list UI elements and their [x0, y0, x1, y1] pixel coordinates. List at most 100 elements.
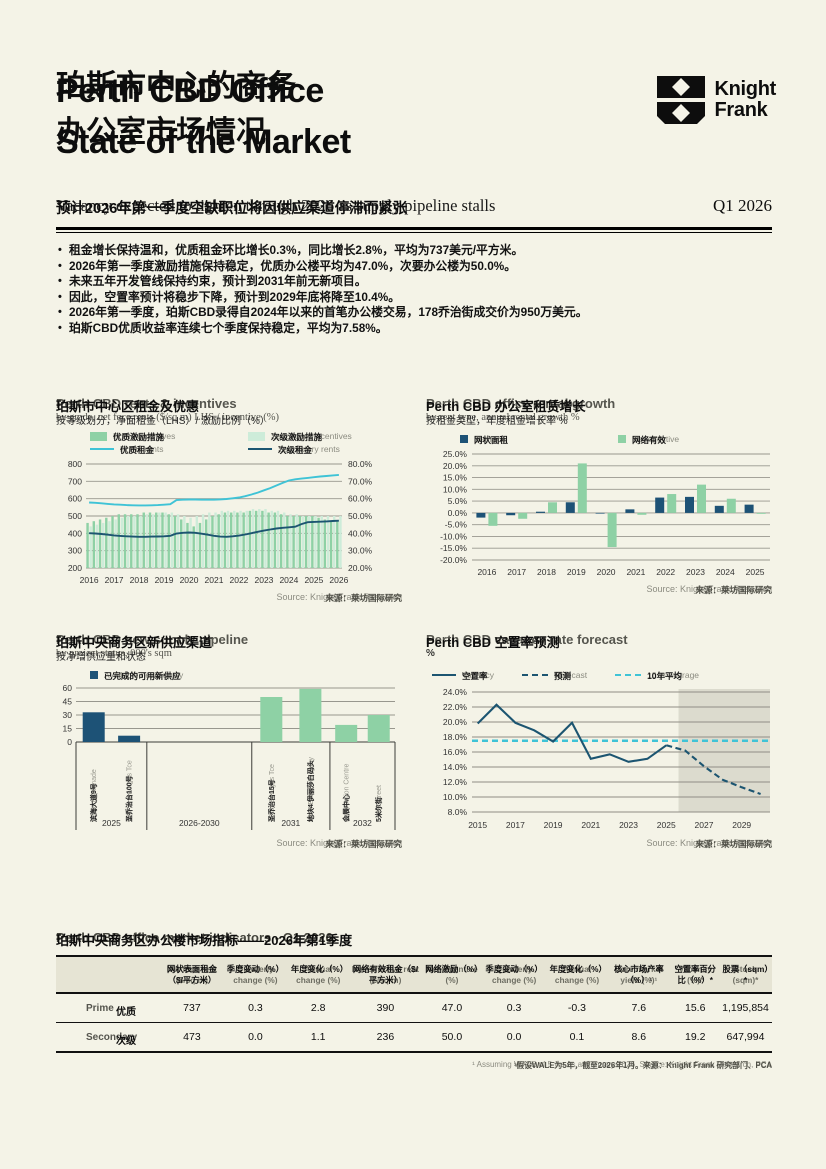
table-cell: 1,195,854	[722, 1002, 769, 1014]
rents-incentives-plot: 200 20.0% 300 30.0% 400 40.0% 500 50.0% 600 60.0%…	[68, 459, 373, 585]
svg-text:2016: 2016	[80, 575, 99, 585]
svg-text:60: 60	[63, 683, 73, 693]
rental-growth-plot: -20.0% -15.0% -10.0%-5.0% 0.0% 5.0% 10.0%15.0…	[440, 449, 770, 577]
bullet-item: 未来五年开发管线保持约束，预计到2031年前无新项目。	[58, 274, 738, 290]
svg-text:2020: 2020	[180, 575, 199, 585]
table-cell: 0.0	[480, 1022, 548, 1052]
bullet-item: 租金增长保持温和，优质租金环比增长0.3%，同比增长2.8%，平均为737美元/…	[58, 243, 738, 259]
legend-label-zh: 预测	[553, 670, 571, 681]
svg-text:2019: 2019	[567, 567, 586, 577]
table-cell: 737	[183, 1002, 201, 1014]
legend-item: Secondary incentives 次级激励措施	[248, 431, 402, 442]
row-label: Prime 优质	[86, 1002, 136, 1018]
legend-label-en: Secondary incentives	[271, 431, 352, 441]
chart-title: Perth CBD office rental growth Perth CBD…	[426, 396, 616, 414]
svg-text:-5.0%: -5.0%	[445, 520, 468, 530]
svg-text:70.0%: 70.0%	[348, 476, 373, 486]
svg-text:40.0%: 40.0%	[348, 528, 373, 538]
svg-text:2015: 2015	[468, 820, 487, 830]
svg-text:2025: 2025	[657, 820, 676, 830]
legend-label-zh: 10年平均	[647, 670, 683, 681]
legend-label-en: Net face	[474, 433, 506, 444]
svg-text:2019: 2019	[544, 820, 563, 830]
svg-text:2023: 2023	[254, 575, 273, 585]
svg-text:2026: 2026	[329, 575, 348, 585]
svg-text:5 Mill Street: 5 Mill Street	[376, 785, 383, 822]
svg-text:15: 15	[63, 724, 73, 734]
issue-label: Q1 2026	[712, 196, 772, 215]
bullet-item: 珀斯CBD优质收益率连续七个季度保持稳定，平均为7.58%。	[58, 321, 738, 337]
row-label: Secondary 次级	[56, 1022, 162, 1052]
legend-label-zh: 次级租金	[278, 445, 313, 455]
svg-text:-15.0%: -15.0%	[440, 543, 467, 553]
svg-text:2017: 2017	[506, 820, 525, 830]
svg-text:20.0%: 20.0%	[443, 717, 468, 727]
legend-label-zh: 网状面租	[474, 434, 509, 445]
legend-swatch-icon	[90, 431, 107, 441]
legend-swatch-icon	[432, 673, 456, 676]
indicators-section: Perth CBD office market indicators - Q1 …	[56, 930, 772, 1070]
table-cell: -0.3	[567, 1002, 586, 1014]
legend-item: Prime rents 优质租金	[90, 444, 248, 455]
column-header: Quarterly change (%) 季度变动（%）	[221, 956, 289, 994]
chart-title-en: Perth CBD rents & incentives	[56, 396, 237, 411]
page-title: Perth CBD Office State of the Market 珀斯市中…	[56, 66, 636, 168]
svg-text:9 The Esplanade: 9 The Esplanade	[91, 769, 98, 822]
legend-item: Prime incentives 优质激励措施	[90, 431, 248, 442]
chart-supply-pipeline: Perth CBD new supply pipeline 珀斯中央商务区新供应…	[56, 632, 402, 849]
legend-item: 10 yr average 10年平均	[615, 667, 699, 682]
legend-label-en: Secondary rents	[278, 444, 340, 454]
chart-subtitle: % %	[426, 648, 435, 659]
chart-vacancy-forecast: Perth CBD vacancy rate forecast Perth CB…	[426, 632, 772, 849]
chart-source: Source: Knight Frank Research 来源：莱坊国际研究	[646, 838, 772, 849]
legend-swatch-icon	[618, 434, 626, 443]
chart-legend: Vacancy 空置率 Forecast 预测 10 yr average 10年平均	[432, 667, 772, 682]
svg-text:700: 700	[68, 476, 82, 486]
chart-title: Perth CBD vacancy rate forecast Perth CB…	[426, 632, 628, 650]
chart-legend: Net face 网状面租 Net effective 网络有效	[460, 431, 772, 446]
svg-text:-20.0%: -20.0%	[440, 555, 467, 565]
charts-grid: Perth CBD rents & incentives 珀斯市中心区租金及优惠…	[56, 396, 772, 849]
chart-title-zh: 珀斯市中心区租金及优惠	[56, 399, 200, 414]
chart-rents-incentives: Perth CBD rents & incentives 珀斯市中心区租金及优惠…	[56, 396, 402, 603]
svg-text:100 St Georges Tce: 100 St Georges Tce	[127, 760, 134, 822]
table-row: Prime 优质 737 0.3 2.8 390 47.0 0.3 -0.3 7.6 15.6 1,1…	[56, 993, 772, 1023]
svg-text:12.0%: 12.0%	[443, 777, 468, 787]
knight-frank-logo-text: Knight Frank	[714, 78, 776, 121]
summary-bullets: 租金增长保持温和，优质租金环比增长0.3%，同比增长2.8%，平均为737美元/…	[58, 243, 738, 337]
svg-text:2022: 2022	[230, 575, 249, 585]
page-subtitle-en: Vacancy expected to tighten through 2026…	[56, 196, 496, 215]
page-subtitle-zh: 预计2026年第一季度空缺职位将因供应渠道停滞而紧张	[56, 201, 408, 217]
table-cell: 8.6	[606, 1022, 672, 1052]
table-cell: 0.1	[547, 1022, 607, 1052]
bullet-item: 因此，空置率预计将稳步下降，预计到2029年底将降至10.4%。	[58, 290, 738, 306]
svg-text:500: 500	[68, 511, 82, 521]
svg-text:16.0%: 16.0%	[443, 747, 468, 757]
subtitle-row: Vacancy expected to tighten through 2026…	[56, 196, 772, 217]
svg-text:45: 45	[63, 697, 73, 707]
indicators-table: Net face rent ($/sq m) 网状表面租金（$/平方米） Quart…	[56, 955, 772, 1053]
svg-text:圣乔治台15号: 圣乔治台15号	[267, 779, 276, 823]
legend-label-en: Prime rents	[120, 444, 164, 454]
table-cell: 647,994	[718, 1022, 772, 1052]
svg-text:圣乔治台100号: 圣乔治台100号	[125, 775, 134, 823]
svg-text:2024: 2024	[279, 575, 298, 585]
legend-swatch-icon	[90, 670, 98, 679]
page-title-zh: 珀斯市中心的商务 办公室市场情况	[56, 70, 296, 149]
svg-text:2022: 2022	[656, 567, 675, 577]
legend-label-en: Available new supply	[104, 669, 184, 680]
column-header: Net incentive (%) 网络激励（%）	[423, 956, 482, 994]
table-cell: 19.2	[671, 1022, 719, 1052]
svg-text:会展中心: 会展中心	[342, 794, 351, 822]
svg-text:24.0%: 24.0%	[443, 687, 468, 697]
svg-text:18.0%: 18.0%	[443, 732, 468, 742]
svg-text:15.0%: 15.0%	[443, 473, 468, 483]
legend-swatch-icon	[615, 673, 642, 676]
table-cell: 0.3	[248, 1002, 263, 1014]
svg-text:60.0%: 60.0%	[348, 494, 373, 504]
svg-text:2025: 2025	[304, 575, 323, 585]
chart-legend: Available new supply 已完成的可用新供应	[90, 667, 402, 682]
svg-text:14.0%: 14.0%	[443, 762, 468, 772]
